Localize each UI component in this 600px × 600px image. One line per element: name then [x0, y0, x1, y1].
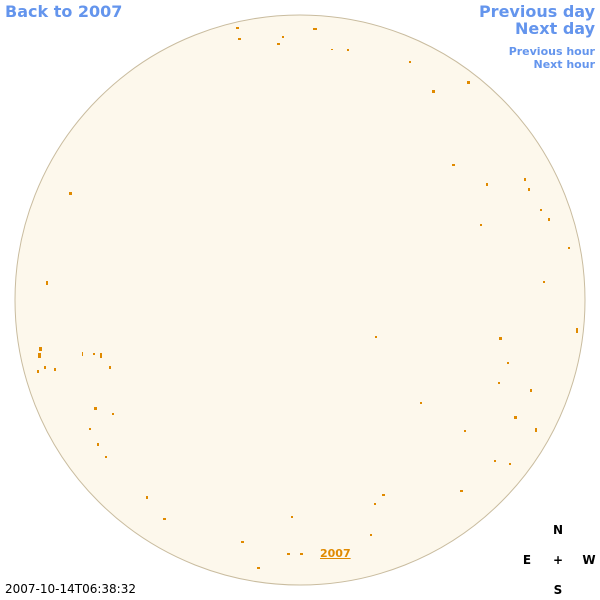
previous-hour-link[interactable]: Previous hour: [508, 45, 595, 58]
next-day-link[interactable]: Next day: [515, 19, 595, 38]
next-hour-link[interactable]: Next hour: [533, 58, 596, 71]
previous-day-link[interactable]: Previous day: [478, 2, 595, 21]
compass-center: +: [552, 553, 564, 567]
timestamp: 2007-10-14T06:38:32: [5, 582, 136, 596]
year-link[interactable]: 2007: [320, 547, 351, 560]
compass-north: N: [552, 523, 564, 537]
back-link[interactable]: Back to 2007: [5, 2, 123, 21]
sunspots: [37, 27, 578, 569]
solar-disk: [14, 14, 586, 586]
compass-south: S: [553, 583, 563, 597]
compass-west: W: [582, 553, 596, 567]
compass-east: E: [522, 553, 532, 567]
